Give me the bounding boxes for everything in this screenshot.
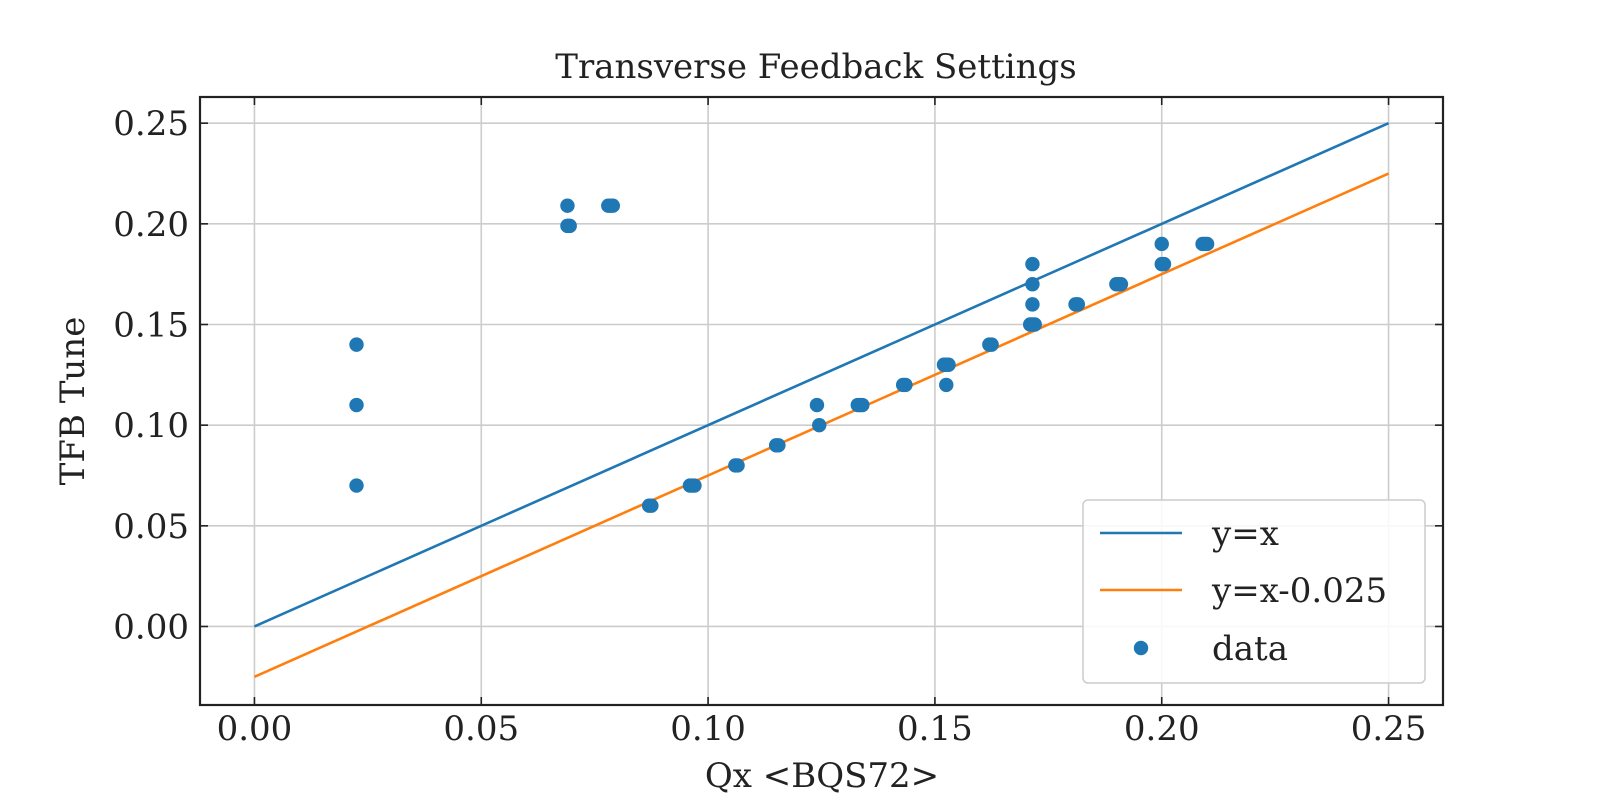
x-tick-label: 0.20	[1124, 709, 1200, 749]
x-tick-label: 0.10	[670, 709, 746, 749]
plot-frame	[198, 95, 1445, 707]
y-tick-label: 0.10	[113, 406, 189, 446]
legend: y=x y=x-0.025 data	[1082, 499, 1426, 684]
series-line-y=x	[253, 121, 1390, 628]
y-axis-label: TFB Tune	[53, 317, 93, 486]
data-point	[939, 377, 954, 393]
data-point	[349, 478, 364, 493]
data-point	[1070, 297, 1086, 312]
legend-label: data	[1212, 629, 1288, 669]
data-point	[349, 337, 364, 352]
data-point	[1199, 236, 1215, 252]
data-point	[855, 397, 870, 413]
legend-label: y=x	[1211, 514, 1279, 554]
chart-title: Transverse Feedback Settings	[555, 47, 1076, 87]
data-point	[1025, 256, 1040, 272]
x-tick-label: 0.00	[217, 709, 293, 749]
data-point	[687, 478, 702, 493]
data-point	[1025, 277, 1040, 292]
data-point	[1027, 317, 1042, 332]
x-axis-label: Qx <BQS72>	[705, 756, 939, 796]
data-point	[809, 397, 825, 413]
axis-ticks: 0.00 0.05 0.10 0.15 0.20 0.25 0.00 0.05 0.10 0.15…	[113, 97, 1443, 749]
data-point	[941, 357, 956, 372]
y-tick-label: 0.05	[113, 507, 189, 547]
data-point	[349, 397, 364, 413]
y-tick-label: 0.15	[113, 305, 189, 345]
x-tick-label: 0.25	[1351, 709, 1427, 749]
y-tick-label: 0.25	[113, 104, 189, 144]
series-layer	[253, 121, 1390, 679]
x-tick-label: 0.05	[443, 709, 519, 749]
data-point	[644, 498, 659, 513]
y-tick-label: 0.00	[113, 607, 189, 647]
legend-items: y=x y=x-0.025 data	[1100, 514, 1387, 669]
data-point	[1156, 256, 1172, 272]
data-point	[984, 337, 999, 352]
data-point	[562, 218, 577, 234]
data-point	[730, 458, 745, 473]
data-point	[560, 198, 575, 213]
x-tick-label: 0.15	[897, 709, 973, 749]
data-point	[1154, 236, 1169, 252]
legend-swatch-marker	[1133, 640, 1149, 656]
data-point	[1113, 277, 1129, 292]
data-point	[898, 377, 913, 393]
legend-box	[1082, 499, 1426, 684]
data-point	[605, 198, 621, 213]
data-point	[1025, 297, 1040, 312]
data-point	[771, 438, 786, 453]
y-tick-label: 0.20	[113, 205, 189, 245]
data-point	[812, 417, 827, 433]
legend-label: y=x-0.025	[1211, 571, 1387, 611]
